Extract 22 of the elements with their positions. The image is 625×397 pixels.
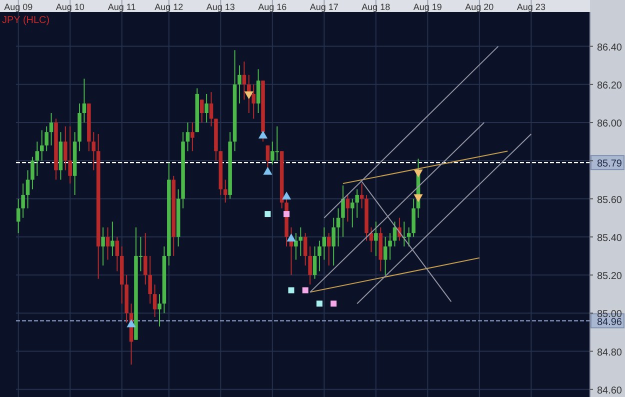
ref-line-label: 84.96 — [596, 316, 622, 328]
x-tick-label: Aug 20 — [465, 2, 494, 12]
x-tick-label: Aug 19 — [413, 2, 442, 12]
x-tick-label: Aug 13 — [206, 2, 235, 12]
y-tick-label: 84.60 — [596, 385, 622, 396]
y-tick-label: 86.00 — [596, 118, 622, 130]
y-tick-label: 85.60 — [596, 194, 622, 206]
x-tick-label: Aug 09 — [4, 2, 33, 12]
x-tick-label: Aug 12 — [154, 2, 184, 12]
x-tick-label: Aug 18 — [362, 2, 390, 12]
x-tick-label: Aug 16 — [258, 2, 287, 12]
y-tick-label: 86.20 — [596, 80, 622, 92]
ref-line-label: 85.79 — [596, 158, 622, 170]
x-tick-label: Aug 17 — [310, 2, 338, 12]
y-tick-label: 85.20 — [596, 271, 622, 282]
y-tick-label: 85.40 — [596, 232, 622, 244]
x-tick-label: Aug 10 — [56, 2, 84, 12]
x-tick-label: Aug 23 — [516, 2, 546, 12]
y-tick-label: 86.40 — [596, 42, 622, 54]
y-tick-label: 84.80 — [596, 347, 622, 358]
x-tick-label: Aug 11 — [108, 2, 136, 12]
chart-title: JPY (HLC) — [2, 15, 50, 26]
